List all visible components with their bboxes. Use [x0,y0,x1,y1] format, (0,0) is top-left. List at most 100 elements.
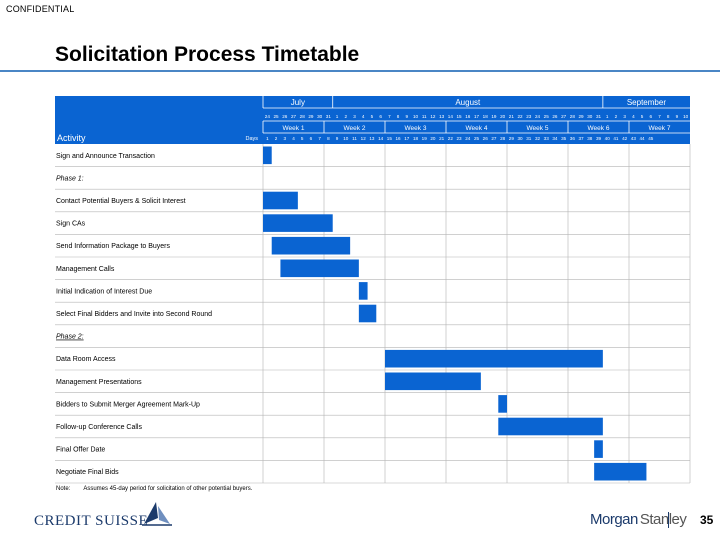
day-number: 16 [396,136,402,141]
date-label: 24 [265,114,271,119]
day-number: 21 [439,136,445,141]
date-label: 14 [448,114,454,119]
confidential-label: CONFIDENTIAL [6,4,75,14]
day-number: 25 [474,136,480,141]
day-number: 37 [579,136,585,141]
date-label: 5 [371,114,374,119]
gantt-bar [263,146,272,165]
day-number: 2 [275,136,278,141]
day-number: 36 [570,136,576,141]
date-label: 26 [282,114,288,119]
title-rule [0,70,720,72]
sail-icon [142,502,172,526]
logo-divider [668,512,669,528]
morgan-wordmark: Morgan [590,511,638,528]
date-label: 9 [676,114,679,119]
date-label: 1 [336,114,339,119]
day-number: 43 [631,136,637,141]
date-label: 25 [544,114,550,119]
gantt-bar [263,214,333,232]
credit-suisse-wordmark: CREDIT SUISSE [34,513,149,529]
activity-label: Sign CAs [56,221,86,228]
date-label: 11 [422,114,427,119]
month-label: July [291,98,305,107]
date-label: 28 [570,114,576,119]
activity-label: Management Calls [56,266,115,273]
date-label: 20 [500,114,506,119]
activity-label: Bidders to Submit Merger Agreement Mark-… [56,401,200,408]
activity-label: Contact Potential Buyers & Solicit Inter… [56,198,186,205]
day-number: 19 [422,136,428,141]
day-number: 23 [457,136,463,141]
week-label: Week 3 [405,125,427,132]
day-number: 32 [535,136,541,141]
date-label: 12 [430,114,436,119]
footnote-label: Note: [56,486,71,492]
gantt-bar [263,191,298,210]
activity-label: Management Presentations [56,379,142,386]
date-label: 30 [317,114,323,119]
date-label: 19 [491,114,497,119]
footnote-text: Assumes 45-day period for solicitation o… [83,486,253,492]
day-number: 14 [378,136,384,141]
day-number: 40 [605,136,611,141]
date-label: 27 [561,114,567,119]
day-number: 10 [343,136,349,141]
day-number: 31 [526,136,532,141]
date-label: 10 [413,114,419,119]
day-number: 11 [352,136,357,141]
activity-label: Final Offer Date [56,447,105,454]
week-label: Week 1 [283,125,305,132]
day-number: 29 [509,136,515,141]
date-label: 4 [362,114,365,119]
date-label: 13 [439,114,445,119]
day-number: 45 [648,136,654,141]
activity-label: Send Information Package to Buyers [56,243,171,250]
day-number: 41 [613,136,619,141]
activity-label: Phase 1: [56,175,84,182]
footnote: Note: Assumes 45-day period for solicita… [56,486,252,492]
date-label: 7 [388,114,391,119]
morgan-stanley-logo: Morgan Stanley [590,511,687,528]
gantt-bar [498,417,603,436]
date-label: 24 [535,114,541,119]
day-number: 27 [491,136,497,141]
week-label: Week 6 [588,125,610,132]
date-label: 18 [483,114,489,119]
date-label: 6 [650,114,653,119]
date-label: 5 [641,114,644,119]
date-label: 15 [457,114,463,119]
day-number: 9 [336,136,339,141]
date-label: 21 [509,114,515,119]
day-number: 4 [292,136,295,141]
day-number: 18 [413,136,419,141]
date-label: 28 [300,114,306,119]
activity-label: Phase 2: [56,334,84,341]
date-label: 2 [615,114,618,119]
page-title: Solicitation Process Timetable [55,43,360,66]
activity-header: Activity [57,133,86,143]
day-number: 17 [404,136,410,141]
date-label: 3 [353,114,356,119]
day-number: 44 [640,136,646,141]
day-number: 8 [327,136,330,141]
date-label: 16 [465,114,471,119]
gantt-bar [358,282,368,300]
day-number: 5 [301,136,304,141]
date-label: 4 [632,114,635,119]
date-label: 9 [406,114,409,119]
credit-suisse-logo: CREDIT SUISSE [34,500,172,532]
date-label: 3 [623,114,626,119]
week-label: Week 2 [344,125,366,132]
day-number: 39 [596,136,602,141]
date-label: 29 [308,114,314,119]
date-label: 17 [474,114,480,119]
gantt-bar [594,462,647,481]
date-label: 27 [291,114,297,119]
stanley-wordmark: Stanley [639,511,687,528]
activity-label: Negotiate Final Bids [56,469,119,476]
activity-label: Sign and Announce Transaction [56,153,155,160]
date-label: 25 [274,114,280,119]
header-background [55,96,690,144]
